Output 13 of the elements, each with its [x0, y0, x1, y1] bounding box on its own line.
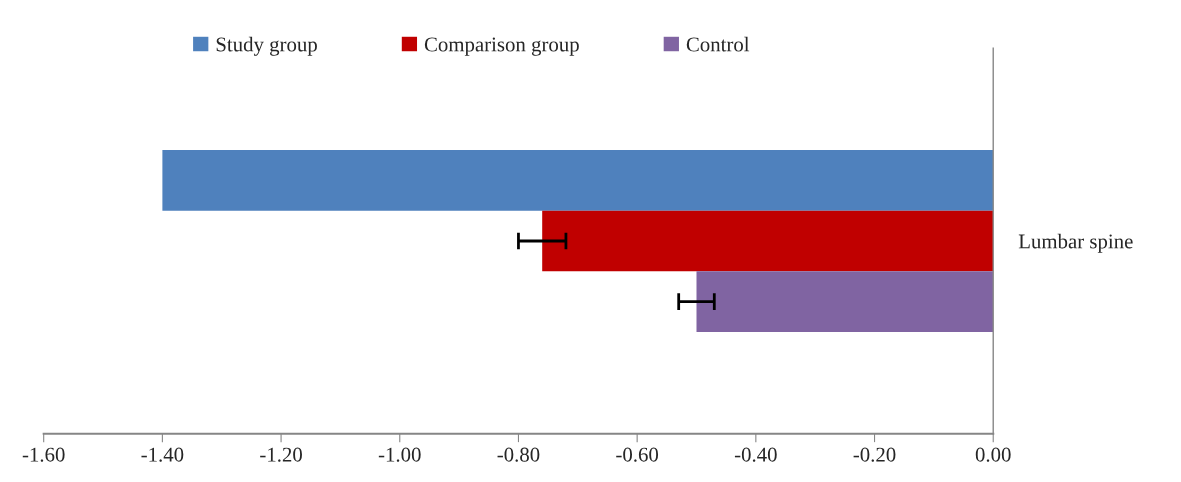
- x-tick-label: -0.20: [853, 447, 896, 462]
- y-tick-label: Lumbar spine: [1018, 233, 1133, 253]
- legend-label: Control: [686, 36, 750, 52]
- x-tick-label: -1.00: [378, 447, 421, 462]
- x-tick-label: -1.60: [22, 447, 65, 462]
- x-tick-label: -0.60: [616, 447, 659, 462]
- x-tick-label: -1.20: [260, 447, 302, 462]
- x-tick-label: -0.80: [497, 447, 540, 462]
- x-tick-label: -1.40: [141, 447, 184, 462]
- x-tick-label: -0.40: [734, 447, 777, 462]
- x-tick-label: 0.00: [975, 447, 1011, 462]
- legend-label: Study group: [216, 36, 317, 56]
- legend-label: Comparison group: [424, 37, 579, 56]
